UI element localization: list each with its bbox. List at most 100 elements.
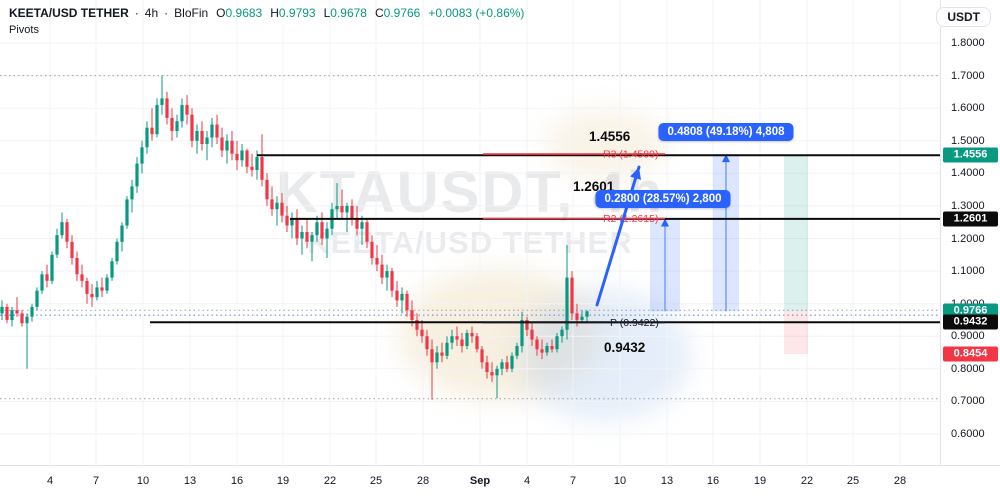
time-axis-label: 16 bbox=[706, 475, 720, 487]
candle-body bbox=[260, 157, 264, 180]
open-value: 0.9683 bbox=[225, 6, 263, 20]
candle-body bbox=[560, 329, 564, 337]
candle-body bbox=[275, 202, 279, 210]
candle-body bbox=[255, 157, 259, 170]
long-position-tool[interactable] bbox=[784, 155, 808, 355]
candle-body bbox=[475, 336, 479, 350]
pivot-label: R3 (1.4589) bbox=[603, 149, 658, 161]
candle-body bbox=[520, 320, 524, 347]
candle-body bbox=[310, 235, 314, 242]
candle-body bbox=[245, 150, 249, 167]
candle-body bbox=[195, 131, 199, 141]
candle-body bbox=[280, 202, 284, 216]
chart-plot-area[interactable]: KTAUSDT, 4h KEETA/USD TETHER R3 (1.4589)… bbox=[0, 0, 940, 465]
candle-body bbox=[70, 241, 74, 259]
price-badge: 0.9432 bbox=[943, 314, 998, 330]
candle-body bbox=[430, 349, 434, 363]
candle-body bbox=[35, 290, 39, 307]
time-axis-label: 10 bbox=[136, 475, 150, 487]
indicator-pivots[interactable]: Pivots bbox=[9, 24, 39, 36]
candle-body bbox=[45, 274, 49, 281]
candle-body bbox=[355, 218, 359, 229]
candlestick-chart-canvas[interactable]: R3 (1.4589)R2 (1.2615)P (0.9422)1.45561.… bbox=[0, 0, 940, 465]
candle-body bbox=[490, 372, 494, 376]
high-value: 0.9793 bbox=[278, 6, 316, 20]
candle-body bbox=[155, 104, 159, 135]
candle-body bbox=[250, 166, 254, 171]
candle-body bbox=[400, 293, 404, 301]
candle-body bbox=[115, 241, 119, 262]
price-axis[interactable]: 1.8000 1.7000 1.6000 1.5000 1.4000 1.3000 1.20… bbox=[940, 0, 1000, 465]
chart-legend: KEETA/USD TETHER · 4h · BloFin O0.9683 H… bbox=[9, 6, 524, 36]
candle-body bbox=[325, 228, 329, 239]
candle-body bbox=[450, 336, 454, 343]
candle-body bbox=[205, 137, 209, 144]
candle-body bbox=[420, 329, 424, 337]
time-axis-label: 7 bbox=[92, 475, 100, 487]
price-axis-label: 1.3000 bbox=[951, 199, 985, 212]
candle-body bbox=[20, 313, 24, 324]
candle-body bbox=[85, 280, 89, 294]
candle-body bbox=[305, 232, 309, 242]
candle-body bbox=[285, 215, 289, 226]
candle-body bbox=[55, 235, 59, 255]
candle-body bbox=[30, 306, 34, 317]
candle-body bbox=[225, 140, 229, 151]
price-axis-label: 1.4000 bbox=[951, 167, 985, 180]
candle-body bbox=[320, 222, 324, 239]
candle-body bbox=[295, 218, 299, 239]
price-text-annotation[interactable]: 0.9432 bbox=[604, 340, 645, 355]
candle-body bbox=[15, 310, 19, 314]
candle-body bbox=[525, 320, 529, 330]
candle-body bbox=[105, 277, 109, 291]
price-range-tool[interactable] bbox=[713, 154, 739, 312]
time-axis-label: 28 bbox=[416, 475, 430, 487]
time-axis[interactable]: 4 7 10 13 16 19 22 25 28 Sep 4 7 10 13 16 19 22 25 28 bbox=[0, 465, 1000, 497]
candle-body bbox=[110, 261, 114, 278]
candle-body bbox=[540, 349, 544, 353]
candle-body bbox=[175, 121, 179, 131]
candle-body bbox=[375, 258, 379, 265]
candle-body bbox=[180, 104, 184, 122]
candle-body bbox=[580, 316, 584, 320]
candle-body bbox=[465, 333, 469, 346]
candle-body bbox=[370, 241, 374, 259]
measure-result-label[interactable]: 0.4808 (49.18%) 4,808 bbox=[658, 123, 794, 141]
time-axis-label: 25 bbox=[369, 475, 383, 487]
candle-body bbox=[530, 329, 534, 340]
interval-label[interactable]: 4h bbox=[144, 6, 159, 20]
candle-body bbox=[40, 274, 44, 291]
arrowhead-icon bbox=[630, 167, 642, 180]
candle-body bbox=[345, 205, 349, 213]
time-axis-label: 16 bbox=[230, 475, 244, 487]
price-axis-label: 0.6000 bbox=[951, 428, 985, 440]
candle-body bbox=[485, 362, 489, 373]
candle-body bbox=[460, 339, 464, 346]
price-badge: 1.2601 bbox=[943, 211, 998, 227]
time-axis-label: 13 bbox=[183, 475, 197, 487]
candle-body bbox=[10, 310, 14, 320]
candle-body bbox=[125, 199, 129, 226]
price-range-tool[interactable] bbox=[650, 218, 680, 312]
time-axis-label: 22 bbox=[800, 475, 814, 487]
candle-body bbox=[585, 311, 589, 317]
time-axis-label: 4 bbox=[46, 475, 54, 487]
price-badge: 1.4556 bbox=[943, 147, 998, 163]
time-axis-label: 4 bbox=[523, 475, 531, 487]
candle-body bbox=[515, 346, 519, 356]
measure-result-label[interactable]: 0.2800 (28.57%) 2,800 bbox=[595, 190, 731, 208]
candle-body bbox=[405, 293, 409, 311]
candle-body bbox=[120, 225, 124, 242]
up-arrow-icon bbox=[661, 218, 669, 227]
exchange-label: BloFin bbox=[174, 6, 209, 20]
price-text-annotation[interactable]: 1.4556 bbox=[589, 129, 631, 144]
price-axis-label: 1.5000 bbox=[951, 134, 985, 147]
candle-body bbox=[210, 124, 214, 138]
candle-body bbox=[575, 313, 579, 320]
price-axis-label: 1.8000 bbox=[951, 37, 985, 49]
currency-toggle-button[interactable]: USDT bbox=[936, 7, 991, 27]
candle-body bbox=[535, 339, 539, 350]
symbol-title[interactable]: KEETA/USD TETHER bbox=[9, 6, 129, 20]
candle-body bbox=[130, 186, 134, 200]
candle-body bbox=[5, 306, 9, 320]
